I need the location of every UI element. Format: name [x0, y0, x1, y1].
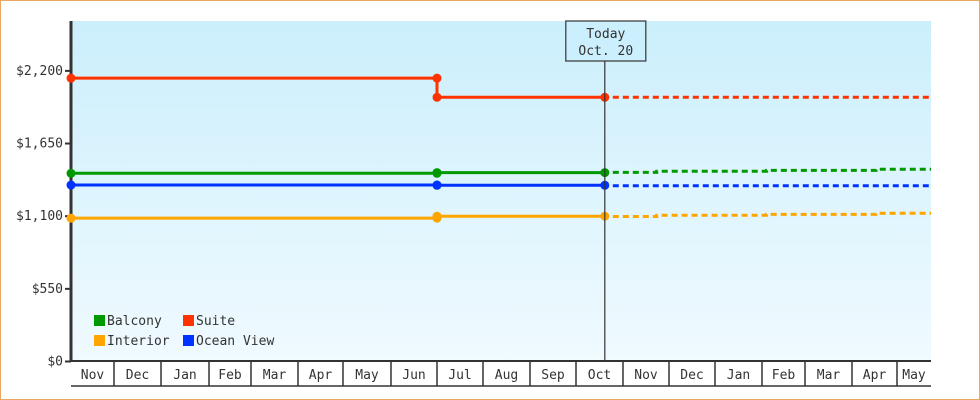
y-tick-label: $0 — [47, 355, 63, 370]
x-tick-label: Jan — [173, 368, 196, 383]
suite-point[interactable] — [432, 73, 442, 83]
today-label-box — [565, 20, 647, 62]
suite-point[interactable] — [432, 92, 442, 102]
legend-item-balcony: Balcony — [94, 314, 162, 329]
x-tick-label: Apr — [309, 368, 333, 383]
x-tick-label: Jun — [402, 368, 425, 383]
ocean-view-point[interactable] — [432, 180, 442, 190]
y-tick-label: $2,200 — [16, 64, 63, 79]
suite-history-line — [71, 76, 605, 99]
x-tick-label: Sep — [541, 368, 565, 383]
legend-swatch — [94, 315, 105, 326]
legend-swatch — [183, 335, 194, 346]
x-tick-label: Apr — [863, 368, 887, 383]
legend-label: Ocean View — [196, 334, 274, 349]
legend-swatch — [183, 315, 194, 326]
legend-item-interior: Interior — [94, 334, 170, 349]
legend-label: Balcony — [107, 314, 162, 329]
today-label: Today — [586, 27, 625, 42]
x-tick-label: Dec — [680, 368, 703, 383]
x-tick-label: May — [355, 368, 379, 383]
x-tick-label: Oct — [588, 368, 611, 383]
interior-point[interactable] — [432, 211, 442, 221]
x-tick-label: Nov — [81, 368, 105, 383]
x-tick-label: Dec — [126, 368, 149, 383]
x-tick-label: Feb — [218, 368, 242, 383]
x-tick-label: Nov — [634, 368, 658, 383]
legend-item-ocean-view: Ocean View — [183, 334, 274, 349]
balcony-point[interactable] — [66, 168, 76, 178]
x-tick-label: Mar — [263, 368, 287, 383]
ocean-view-point[interactable] — [66, 180, 76, 190]
x-tick-label: Mar — [817, 368, 841, 383]
plot-background — [71, 21, 931, 361]
legend-item-suite: Suite — [183, 314, 235, 329]
x-tick-label: May — [902, 368, 926, 383]
balcony-history-line — [71, 171, 605, 175]
interior-forecast-line — [612, 211, 931, 218]
today-date: Oct. 20 — [578, 44, 633, 59]
balcony-forecast-line — [612, 167, 931, 174]
interior-point[interactable] — [66, 213, 76, 223]
y-tick-label: $1,100 — [16, 209, 63, 224]
legend-swatch — [94, 335, 105, 346]
x-tick-label: Feb — [772, 368, 796, 383]
x-tick-label: Jan — [727, 368, 750, 383]
balcony-point[interactable] — [432, 168, 442, 178]
y-tick-label: $550 — [32, 282, 63, 297]
suite-point[interactable] — [66, 73, 76, 83]
x-tick-label: Jul — [448, 368, 471, 383]
x-tick-label: Aug — [495, 368, 518, 383]
y-tick-label: $1,650 — [16, 137, 63, 152]
legend-label: Interior — [107, 334, 170, 349]
legend-label: Suite — [196, 314, 235, 329]
